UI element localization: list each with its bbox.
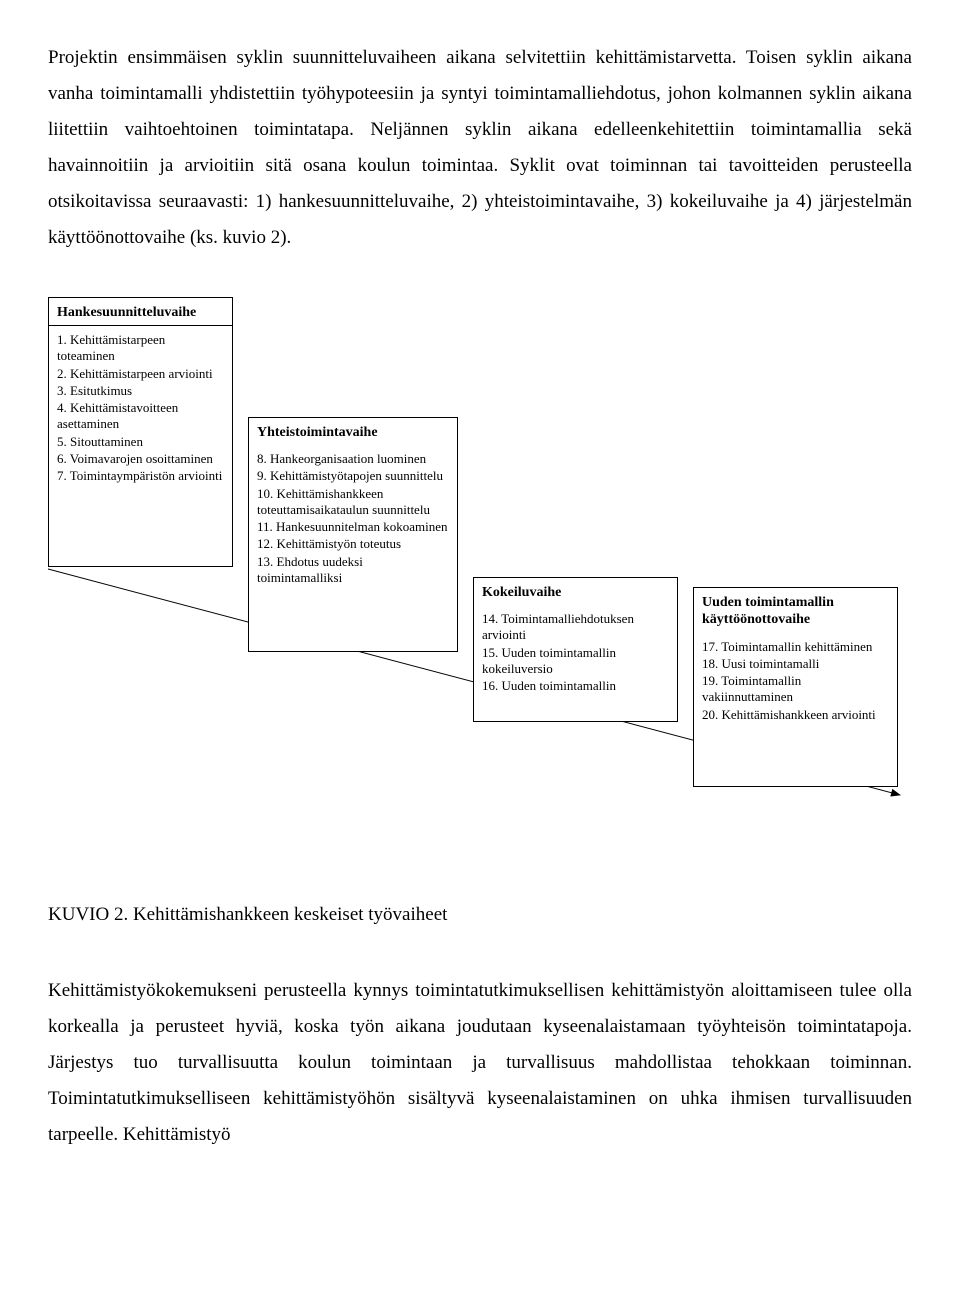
diagram-box-box3: Kokeiluvaihe14. Toimintamalliehdotuksen …: [473, 577, 678, 722]
figure-caption: KUVIO 2. Kehittämishankkeen keskeiset ty…: [48, 897, 912, 933]
diagram-box-box1: Hankesuunnitteluvaihe1. Kehittämistarpee…: [48, 297, 233, 567]
box-body: 17. Toimintamallin kehittäminen18. Uusi …: [694, 633, 897, 730]
box-title: Uuden toimintamallin käyttöönottovaihe: [694, 588, 897, 633]
box-item: 4. Kehittämistavoitteen asettaminen: [57, 400, 224, 433]
box-item: 2. Kehittämistarpeen arviointi: [57, 366, 224, 382]
box-item: 16. Uuden toimintamallin: [482, 678, 669, 694]
box-item: 1. Kehittämistarpeen toteaminen: [57, 332, 224, 365]
box-item: 14. Toimintamalliehdotuksen arviointi: [482, 611, 669, 644]
box-item: 18. Uusi toimintamalli: [702, 656, 889, 672]
box-item: 13. Ehdotus uudeksi toimintamalliksi: [257, 554, 449, 587]
box-body: 14. Toimintamalliehdotuksen arviointi15.…: [474, 605, 677, 701]
box-item: 19. Toimintamallin vakiinnuttaminen: [702, 673, 889, 706]
paragraph-2: Kehittämistyökokemukseni perusteella kyn…: [48, 973, 912, 1153]
box-item: 3. Esitutkimus: [57, 383, 224, 399]
diagram-container: Hankesuunnitteluvaihe1. Kehittämistarpee…: [48, 297, 908, 857]
box-item: 7. Toimintaympäristön arviointi: [57, 468, 224, 484]
box-item: 10. Kehittämishankkeen toteuttamisaikata…: [257, 486, 449, 519]
box-item: 17. Toimintamallin kehittäminen: [702, 639, 889, 655]
box-title: Hankesuunnitteluvaihe: [48, 297, 233, 327]
box-item: 6. Voimavarojen osoittaminen: [57, 451, 224, 467]
box-item: 20. Kehittämishankkeen arviointi: [702, 707, 889, 723]
box-body: 1. Kehittämistarpeen toteaminen2. Kehitt…: [49, 326, 232, 491]
diagram-box-box2: Yhteistoimintavaihe8. Hankeorganisaation…: [248, 417, 458, 652]
diagram-box-box4: Uuden toimintamallin käyttöönottovaihe17…: [693, 587, 898, 787]
box-title: Kokeiluvaihe: [474, 578, 677, 606]
box-item: 15. Uuden toimintamallin kokeiluversio: [482, 645, 669, 678]
box-body: 8. Hankeorganisaation luominen9. Kehittä…: [249, 445, 457, 593]
box-title: Yhteistoimintavaihe: [249, 418, 457, 446]
box-item: 5. Sitouttaminen: [57, 434, 224, 450]
box-item: 8. Hankeorganisaation luominen: [257, 451, 449, 467]
box-item: 9. Kehittämistyötapojen suunnittelu: [257, 468, 449, 484]
box-item: 12. Kehittämistyön toteutus: [257, 536, 449, 552]
box-item: 11. Hankesuunnitelman kokoaminen: [257, 519, 449, 535]
paragraph-1: Projektin ensimmäisen syklin suunnittelu…: [48, 40, 912, 257]
